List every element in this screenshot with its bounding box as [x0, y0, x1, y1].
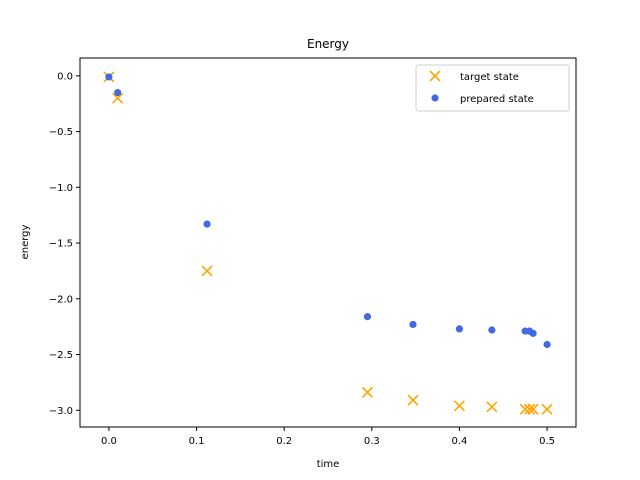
axes-frame [79, 57, 577, 428]
legend-marker-target-state [429, 70, 441, 82]
data-point-prepared-state [488, 326, 496, 334]
data-point-target-state [201, 265, 213, 277]
data-point-target-state [523, 403, 536, 415]
y-tick-label: −2.0 [49, 294, 73, 305]
legend-label-target-state: target state [460, 72, 519, 83]
y-tick-label: 0.0 [57, 71, 73, 82]
y-axis-ticks: 0.0 −0.5 −1.0 −1.5 −2.0 −2.5 −3.0 [49, 71, 80, 417]
x-tick-label: 0.4 [451, 436, 467, 447]
data-point-prepared-state [105, 73, 113, 81]
x-tick-label: 0.2 [276, 436, 292, 447]
data-point-target-state [361, 386, 374, 399]
y-tick-label: −1.0 [49, 183, 73, 194]
data-point-target-state [527, 403, 539, 415]
data-point-target-state [407, 394, 419, 406]
data-point-target-state [112, 92, 124, 104]
y-tick-label: −1.5 [49, 239, 73, 250]
legend-marker-prepared-state [431, 94, 439, 102]
legend: target state prepared state [415, 64, 570, 112]
data-point-prepared-state [203, 220, 211, 228]
y-tick-label: −3.0 [49, 406, 73, 417]
x-tick-label: 0.0 [101, 436, 117, 447]
legend-box [415, 64, 570, 112]
data-point-target-state [519, 403, 531, 415]
legend-x-marker [429, 70, 441, 82]
data-point-prepared-state [409, 320, 417, 329]
data-point-prepared-state [455, 325, 464, 333]
legend-dot-marker [431, 94, 439, 102]
data-point-target-state [453, 400, 466, 412]
x-axis-label: time [317, 459, 340, 470]
data-point-prepared-state [363, 313, 372, 321]
x-tick-label: 0.5 [539, 436, 555, 447]
data-point-target-state [486, 401, 498, 413]
y-axis-label: energy [20, 224, 31, 259]
x-tick-label: 0.1 [189, 436, 205, 447]
legend-label-prepared-state: prepared state [460, 94, 534, 105]
data-point-target-state [541, 403, 553, 415]
y-tick-label: −2.5 [49, 350, 73, 361]
data-point-prepared-state [529, 329, 537, 337]
x-axis-ticks: 0.0 0.1 0.2 0.3 0.4 0.5 [101, 427, 555, 447]
plot-area [103, 71, 553, 415]
data-point-prepared-state [114, 88, 122, 97]
x-tick-label: 0.3 [364, 436, 380, 447]
data-point-prepared-state [543, 340, 551, 349]
y-tick-label: −0.5 [49, 127, 73, 138]
chart-title: Energy [307, 37, 349, 51]
